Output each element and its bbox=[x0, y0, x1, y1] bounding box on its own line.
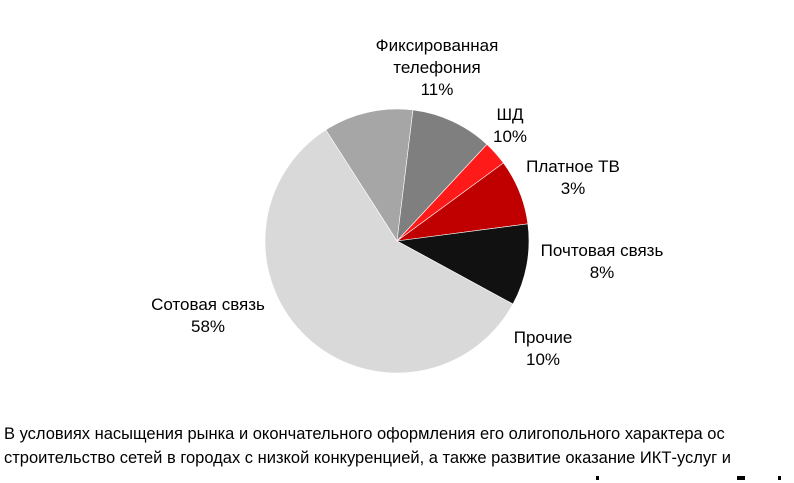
slice-broadband bbox=[396, 109, 488, 242]
label-pay-tv: Платное ТВ 3% bbox=[518, 156, 628, 200]
pie-chart bbox=[264, 108, 530, 374]
label-broadband: ШД 10% bbox=[480, 104, 540, 148]
body-paragraph-line-2: строительство сетей в городах с низкой к… bbox=[4, 449, 731, 467]
label-broadband-value: 10% bbox=[492, 127, 528, 146]
label-other-category: Прочие bbox=[513, 328, 573, 347]
label-pay-tv-value: 3% bbox=[560, 179, 586, 198]
slice-mobile bbox=[264, 129, 514, 374]
label-fixed-telephony-value: 11% bbox=[420, 80, 454, 99]
label-mobile: Сотовая связь 58% bbox=[138, 294, 278, 338]
label-mobile-category: Сотовая связь bbox=[151, 295, 265, 314]
slice-other bbox=[396, 223, 530, 305]
label-pay-tv-category: Платное ТВ bbox=[526, 157, 620, 176]
label-postal-category: Почтовая связь bbox=[540, 241, 664, 260]
cropped-text-fragment bbox=[0, 476, 794, 483]
label-fixed-telephony: Фиксированная телефония 11% bbox=[362, 35, 512, 101]
body-paragraph-line-1: В условиях насыщения рынка и окончательн… bbox=[4, 425, 725, 443]
label-postal: Почтовая связь 8% bbox=[532, 240, 672, 284]
label-other-value: 10% bbox=[525, 350, 561, 369]
label-broadband-category: ШД bbox=[496, 105, 524, 124]
label-mobile-value: 58% bbox=[190, 317, 226, 336]
label-other: Прочие 10% bbox=[498, 327, 588, 371]
slice-fixed-telephony bbox=[325, 108, 414, 242]
label-fixed-telephony-category: Фиксированная телефония bbox=[375, 36, 499, 77]
label-postal-value: 8% bbox=[589, 263, 615, 282]
